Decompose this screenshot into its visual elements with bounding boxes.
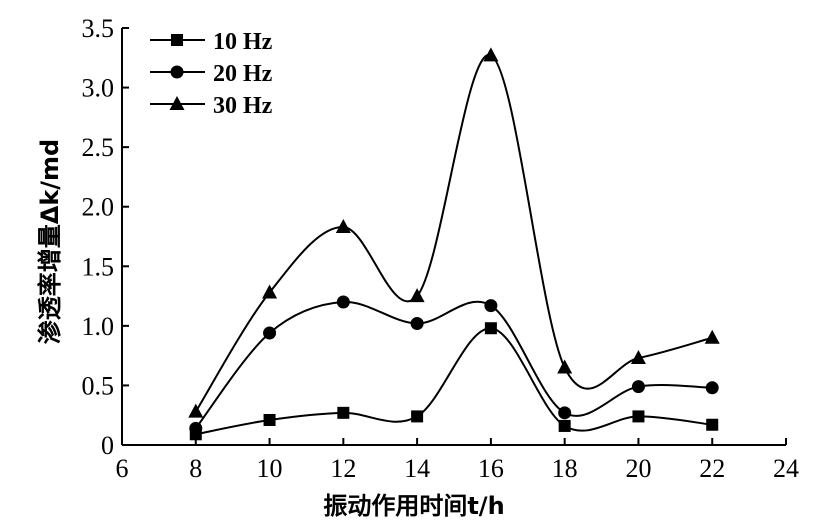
data-point (630, 350, 646, 365)
legend: 10 Hz 20 Hz 30 Hz (150, 29, 273, 119)
data-point (263, 326, 277, 340)
data-point (263, 413, 276, 426)
series-line (195, 327, 713, 436)
data-point (189, 421, 203, 435)
series-3 (188, 47, 720, 418)
data-point (484, 299, 498, 313)
data-point (558, 406, 572, 420)
x-tick-label: 6 (116, 454, 129, 483)
y-axis-title: 渗透率增量Δk/md (36, 139, 64, 345)
x-tick-label: 16 (478, 454, 504, 483)
legend-marker (169, 96, 185, 110)
y-tick-label: 2.5 (82, 133, 115, 162)
data-point (409, 288, 425, 303)
data-point (335, 218, 351, 233)
legend-marker (170, 65, 184, 79)
x-tick-label: 22 (699, 454, 725, 483)
x-tick-label: 12 (330, 454, 356, 483)
legend-label: 10 Hz (213, 29, 273, 55)
legend-label: 30 Hz (213, 93, 273, 119)
y-tick-label: 0.5 (82, 371, 115, 400)
x-axis-title: 振动作用时间t/h (323, 492, 504, 520)
data-point (631, 380, 645, 394)
data-point (558, 419, 571, 432)
data-point (262, 284, 278, 299)
series-line (194, 54, 713, 413)
data-point (632, 410, 645, 423)
data-point (484, 322, 497, 335)
y-tick-label: 3.0 (82, 74, 115, 103)
data-point (705, 381, 719, 395)
y-tick-label: 1.5 (82, 252, 115, 281)
data-point (188, 403, 204, 418)
x-tick-label: 24 (773, 454, 799, 483)
y-tick-label: 3.5 (82, 14, 115, 43)
data-point (337, 406, 350, 419)
data-point (706, 418, 719, 431)
data-point (336, 295, 350, 309)
x-tick-label: 10 (257, 454, 283, 483)
data-point (704, 329, 720, 344)
legend-marker (171, 34, 183, 46)
y-tick-label: 0 (101, 431, 114, 460)
data-point (483, 47, 499, 62)
y-tick-label: 2.0 (82, 193, 115, 222)
x-tick-label: 14 (404, 454, 430, 483)
x-tick-label: 20 (625, 454, 651, 483)
x-tick-label: 8 (189, 454, 202, 483)
data-point (411, 410, 424, 423)
legend-label: 20 Hz (213, 61, 273, 87)
data-point (557, 359, 573, 374)
data-point (410, 316, 424, 330)
y-tick-label: 1.0 (82, 312, 115, 341)
x-tick-label: 18 (552, 454, 578, 483)
series-2 (189, 295, 719, 435)
